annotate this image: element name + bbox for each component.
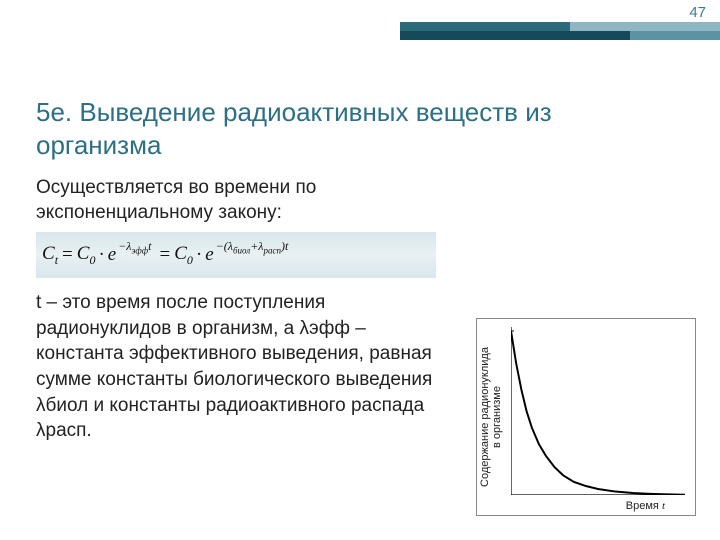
accent-lower-light [630, 31, 720, 40]
decay-curve [511, 331, 685, 495]
accent-upper-light [570, 22, 720, 31]
accent-upper-dark [400, 22, 570, 31]
chart-svg [511, 327, 685, 495]
chart-ylabel: Содержание радионуклида в организме [479, 337, 503, 497]
decay-chart: Содержание радионуклида в организме Врем… [476, 318, 696, 516]
accent-decoration [400, 22, 720, 40]
page-number: 47 [689, 4, 706, 21]
chart-plot-area [511, 327, 685, 495]
body-text: t – это время после поступления радионук… [36, 290, 436, 444]
accent-lower-dark [400, 31, 630, 40]
chart-xlabel: Время t [626, 500, 665, 512]
formula: Ct = C0 · e −λэффt = C0 · e −(λбиол+λрас… [36, 232, 436, 278]
intro-text: Осуществляется во времени по экспоненциа… [36, 176, 456, 225]
slide-heading: 5е. Выведение радиоактивных веществ из о… [36, 96, 684, 161]
